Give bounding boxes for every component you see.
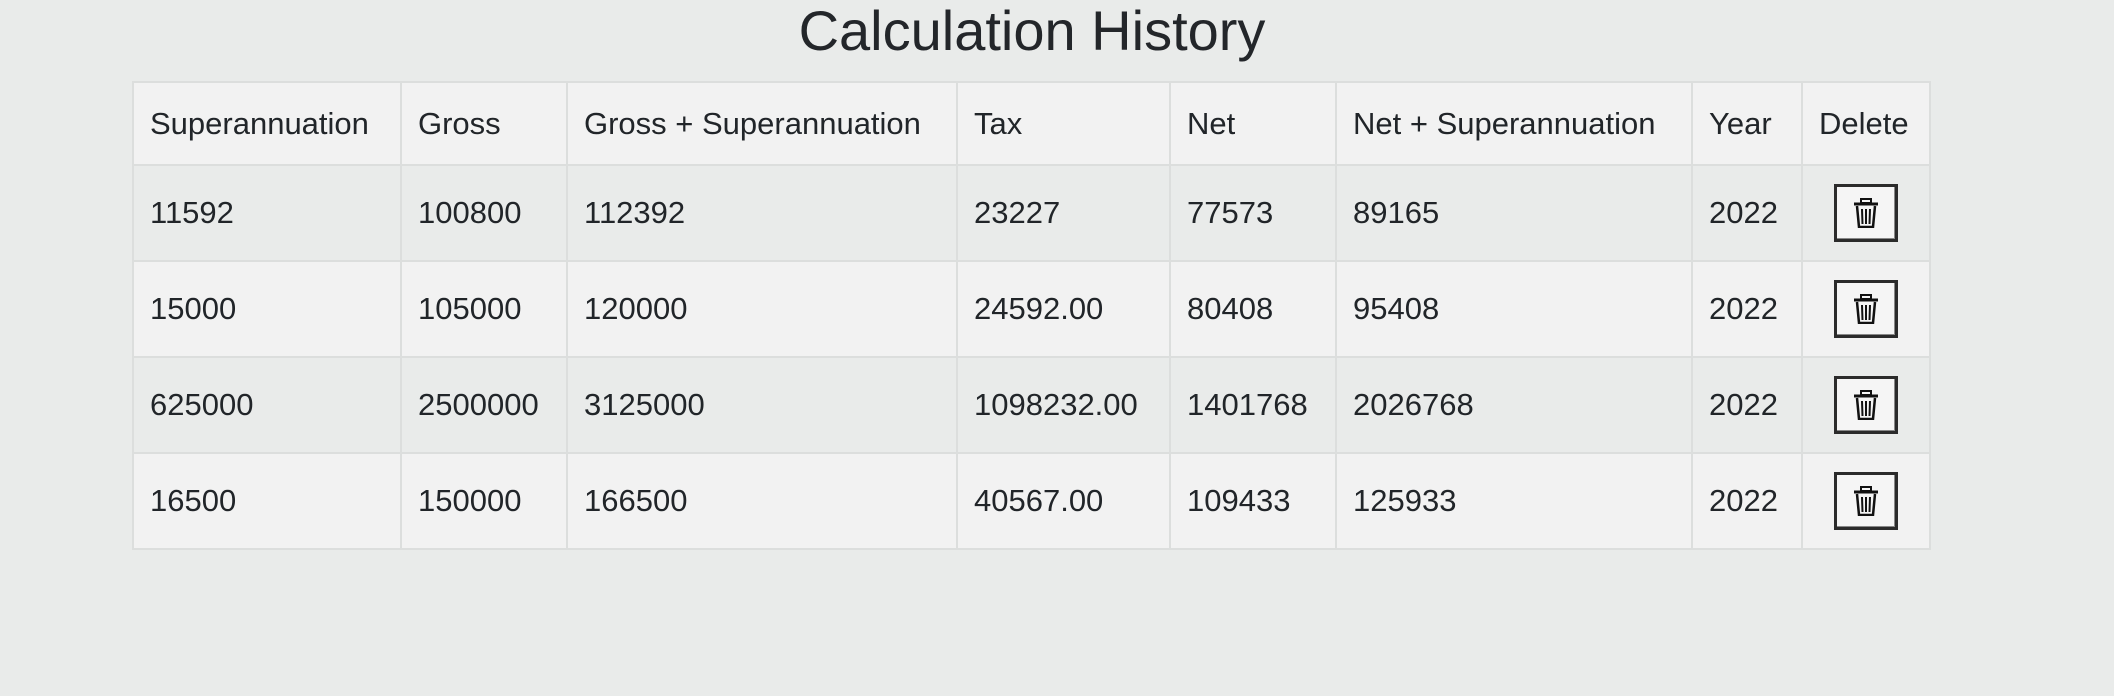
header-superannuation: Superannuation <box>132 81 402 166</box>
cell-net: 109433 <box>1169 452 1337 550</box>
cell-superannuation: 11592 <box>132 164 402 262</box>
cell-delete <box>1801 356 1931 454</box>
cell-gross-plus-superannuation: 112392 <box>566 164 958 262</box>
cell-gross-plus-superannuation: 3125000 <box>566 356 958 454</box>
cell-net-plus-superannuation: 95408 <box>1335 260 1693 358</box>
delete-button[interactable] <box>1834 376 1898 434</box>
cell-year: 2022 <box>1691 356 1803 454</box>
cell-year: 2022 <box>1691 260 1803 358</box>
cell-net: 77573 <box>1169 164 1337 262</box>
table-row: 15000 105000 120000 24592.00 80408 95408… <box>132 260 1931 358</box>
cell-superannuation: 16500 <box>132 452 402 550</box>
cell-superannuation: 625000 <box>132 356 402 454</box>
header-gross: Gross <box>400 81 568 166</box>
cell-gross-plus-superannuation: 166500 <box>566 452 958 550</box>
cell-gross-plus-superannuation: 120000 <box>566 260 958 358</box>
cell-delete <box>1801 164 1931 262</box>
trash-icon <box>1854 486 1878 516</box>
cell-net: 1401768 <box>1169 356 1337 454</box>
cell-tax: 1098232.00 <box>956 356 1171 454</box>
delete-button[interactable] <box>1834 472 1898 530</box>
trash-icon <box>1854 294 1878 324</box>
cell-net: 80408 <box>1169 260 1337 358</box>
header-gross-plus-superannuation: Gross + Superannuation <box>566 81 958 166</box>
delete-button[interactable] <box>1834 184 1898 242</box>
cell-net-plus-superannuation: 125933 <box>1335 452 1693 550</box>
cell-tax: 40567.00 <box>956 452 1171 550</box>
header-net-plus-superannuation: Net + Superannuation <box>1335 81 1693 166</box>
table-row: 11592 100800 112392 23227 77573 89165 20… <box>132 164 1931 262</box>
cell-year: 2022 <box>1691 164 1803 262</box>
cell-gross: 150000 <box>400 452 568 550</box>
header-year: Year <box>1691 81 1803 166</box>
cell-delete <box>1801 452 1931 550</box>
cell-year: 2022 <box>1691 452 1803 550</box>
cell-net-plus-superannuation: 89165 <box>1335 164 1693 262</box>
table-header-row: Superannuation Gross Gross + Superannuat… <box>132 81 1931 166</box>
table-row: 16500 150000 166500 40567.00 109433 1259… <box>132 452 1931 550</box>
header-tax: Tax <box>956 81 1171 166</box>
calculation-history-table: Superannuation Gross Gross + Superannuat… <box>132 81 1931 550</box>
cell-tax: 24592.00 <box>956 260 1171 358</box>
trash-icon <box>1854 198 1878 228</box>
trash-icon <box>1854 390 1878 420</box>
table-row: 625000 2500000 3125000 1098232.00 140176… <box>132 356 1931 454</box>
header-net: Net <box>1169 81 1337 166</box>
cell-net-plus-superannuation: 2026768 <box>1335 356 1693 454</box>
header-delete: Delete <box>1801 81 1931 166</box>
cell-tax: 23227 <box>956 164 1171 262</box>
cell-delete <box>1801 260 1931 358</box>
page-title: Calculation History <box>798 0 1266 62</box>
cell-gross: 105000 <box>400 260 568 358</box>
cell-superannuation: 15000 <box>132 260 402 358</box>
cell-gross: 100800 <box>400 164 568 262</box>
delete-button[interactable] <box>1834 280 1898 338</box>
cell-gross: 2500000 <box>400 356 568 454</box>
